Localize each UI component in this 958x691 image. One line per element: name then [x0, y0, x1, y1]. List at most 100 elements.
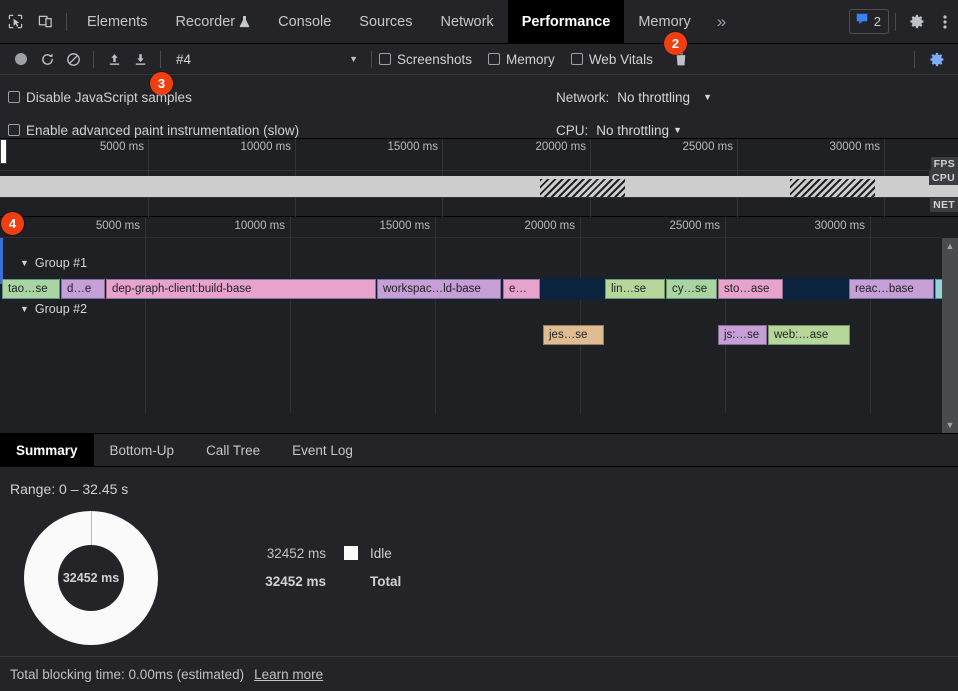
network-throttling-select[interactable]: No throttling ▼ [617, 90, 712, 105]
chevron-down-icon[interactable]: ▼ [20, 258, 29, 268]
checkbox-memory[interactable]: Memory [488, 52, 555, 67]
flame-tick-label: 5000 ms [95, 220, 140, 232]
flame-bar[interactable]: e… [503, 279, 540, 299]
tab-event-log[interactable]: Event Log [276, 434, 369, 466]
flame-bar[interactable]: dep-graph-client:build-base [106, 279, 376, 299]
legend-swatch-idle [344, 546, 358, 560]
cpu-throttling-label: CPU: [556, 122, 589, 138]
tab-elements[interactable]: Elements [73, 0, 161, 44]
flame-bar[interactable]: js:…se [718, 325, 767, 345]
issues-badge[interactable]: 2 [848, 9, 889, 34]
overview-cpu-idle-hatch [540, 179, 625, 197]
device-toolbar-icon[interactable] [30, 7, 60, 37]
tab-recorder[interactable]: Recorder [161, 0, 264, 44]
tab-memory[interactable]: Memory [624, 0, 704, 44]
legend-value: 32452 ms [266, 545, 326, 561]
flame-chart-ruler: 5000 ms 10000 ms 15000 ms 20000 ms 25000 ms 3… [0, 217, 941, 413]
checkbox-screenshots[interactable]: Screenshots [379, 52, 472, 67]
load-profile-icon[interactable] [101, 46, 127, 72]
reload-record-icon[interactable] [34, 46, 60, 72]
flame-group-header-2[interactable]: ▼ Group #2 [0, 302, 87, 316]
learn-more-link[interactable]: Learn more [254, 666, 324, 682]
activity-donut-chart[interactable]: 32452 ms [24, 511, 158, 645]
chevron-down-icon[interactable]: ▼ [20, 304, 29, 314]
flask-icon [239, 15, 250, 28]
flame-bar[interactable]: cy…se [666, 279, 717, 299]
details-tabbar: Summary Bottom-Up Call Tree Event Log [0, 434, 958, 467]
checkbox-box[interactable] [8, 124, 20, 136]
tab-label: Sources [359, 13, 413, 30]
flame-tick-label: 30000 ms [814, 220, 865, 232]
flame-tick [580, 217, 581, 413]
checkbox-box[interactable] [379, 53, 391, 65]
controls-divider-4 [914, 50, 915, 68]
more-tabs-icon[interactable]: » [705, 12, 738, 32]
gear-icon[interactable] [902, 7, 932, 37]
flame-bar[interactable]: d…e [61, 279, 105, 299]
overview-cpu-label: CPU [928, 171, 958, 185]
flame-bar[interactable]: tao…se [2, 279, 60, 299]
checkbox-label: Web Vitals [588, 51, 653, 67]
tab-summary[interactable]: Summary [0, 434, 94, 466]
inspect-cursor-icon[interactable] [0, 7, 30, 37]
flame-tick [290, 217, 291, 413]
tab-call-tree[interactable]: Call Tree [190, 434, 276, 466]
save-profile-icon[interactable] [127, 46, 153, 72]
performance-controls-toolbar: #4 ▼ Screenshots Memory Web Vitals [0, 44, 958, 75]
chevron-down-icon: ▼ [349, 54, 358, 64]
overview-tick-label: 25000 ms [682, 141, 733, 153]
flame-chart[interactable]: 5000 ms 10000 ms 15000 ms 20000 ms 25000 ms 3… [0, 217, 958, 433]
clear-icon[interactable] [60, 46, 86, 72]
settings-row-2: Enable advanced paint instrumentation (s… [8, 117, 958, 143]
flame-chart-scrollbar[interactable]: ▲ ▼ [942, 238, 958, 433]
annotation-badge-4: 4 [1, 212, 24, 235]
flame-bar[interactable]: web:…ase [768, 325, 850, 345]
devtools-tabbar: Elements Recorder Console Sources Networ… [0, 0, 958, 44]
annotation-badge-3: 3 [150, 72, 173, 95]
capture-settings-pane: Disable JavaScript samples Network: No t… [0, 75, 958, 139]
overview-window-left-handle[interactable] [0, 139, 7, 164]
flame-bar[interactable]: sto…ase [718, 279, 783, 299]
overview-cpu-idle-hatch [790, 179, 875, 197]
overview-cpu-band: CPU [0, 171, 958, 197]
details-drawer: Summary Bottom-Up Call Tree Event Log Ra… [0, 433, 958, 691]
checkbox-box[interactable] [488, 53, 501, 65]
legend-row-idle[interactable]: 32452 ms Idle [234, 539, 401, 567]
checkbox-box[interactable] [570, 53, 583, 65]
profile-selector[interactable]: #4 ▼ [172, 48, 364, 70]
overview-net-band: NET [0, 197, 958, 217]
flame-bar[interactable]: workspac…ld-base [377, 279, 501, 299]
tab-sources[interactable]: Sources [345, 0, 426, 44]
settings-left-2: Enable advanced paint instrumentation (s… [8, 123, 556, 138]
tab-console[interactable]: Console [264, 0, 345, 44]
tab-label: Memory [638, 13, 691, 30]
tab-performance[interactable]: Performance [507, 0, 625, 44]
tab-label: Elements [87, 13, 148, 30]
flame-bar[interactable]: reac…base [849, 279, 934, 299]
flame-group-header-1[interactable]: ▼ Group #1 [0, 256, 87, 270]
flame-bar[interactable]: lin…se [605, 279, 665, 299]
chevron-down-icon: ▼ [703, 92, 712, 102]
range-text: Range: 0 – 32.45 s [10, 481, 129, 497]
timeline-overview[interactable]: 5000 ms 10000 ms 15000 ms 20000 ms 25000 ms 3… [0, 139, 958, 217]
scroll-down-icon[interactable]: ▼ [945, 420, 955, 430]
network-throttling-group: Network: No throttling ▼ [556, 90, 712, 105]
checkbox-web-vitals[interactable]: Web Vitals [570, 51, 653, 67]
more-options-icon[interactable] [932, 7, 958, 37]
cpu-throttling-select[interactable]: No throttling ▼ [596, 123, 682, 138]
tab-bottom-up[interactable]: Bottom-Up [94, 434, 191, 466]
checkbox-box[interactable] [8, 91, 20, 103]
checkbox-advanced-paint[interactable]: Enable advanced paint instrumentation (s… [8, 123, 299, 138]
legend-label: Idle [370, 545, 392, 561]
checkbox-disable-js-samples[interactable]: Disable JavaScript samples [8, 90, 192, 105]
tab-network[interactable]: Network [427, 0, 508, 44]
scroll-up-icon[interactable]: ▲ [945, 241, 955, 251]
capture-settings-gear-icon[interactable] [922, 44, 952, 74]
flame-bar[interactable]: jes…se [543, 325, 604, 345]
flame-tick-label: 15000 ms [379, 220, 430, 232]
flame-group-label: Group #2 [34, 302, 88, 316]
legend-row-total: 32452 ms Total [234, 567, 401, 595]
tab-label: Event Log [292, 442, 353, 458]
record-circle-icon[interactable] [8, 46, 34, 72]
